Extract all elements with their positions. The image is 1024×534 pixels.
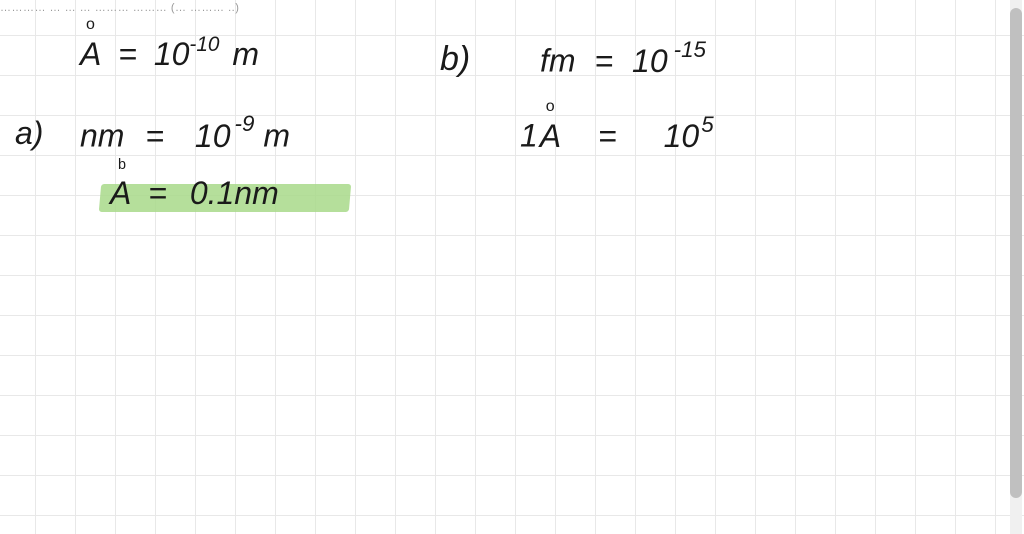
label-b: b)	[440, 40, 470, 79]
grid-paper-background	[0, 0, 1024, 534]
equation-angstrom-nm: Ab = 0.1nm	[110, 175, 279, 212]
truncated-header-text: ………… … … … ……… ……… (… ……… ..)	[0, 2, 239, 14]
vertical-scrollbar-thumb[interactable]	[1010, 8, 1022, 498]
equation-angstrom-def: Ao = 10-10 m	[80, 35, 259, 73]
equation-nanometer-def: nm = 10-9 m	[80, 115, 290, 155]
equation-femtometer-def: fm = 10-15	[540, 40, 706, 80]
label-a: a)	[15, 115, 43, 152]
equation-angstrom-fm: 1Ao = 105	[520, 115, 714, 155]
vertical-scrollbar-track[interactable]	[1010, 0, 1022, 534]
